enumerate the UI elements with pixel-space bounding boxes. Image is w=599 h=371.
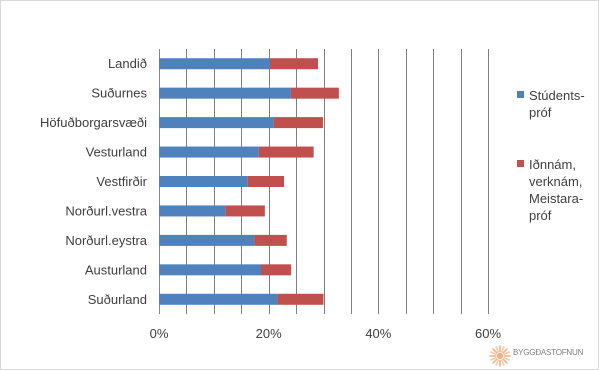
bar-series-1-7 bbox=[159, 264, 261, 276]
bar-series-1-6 bbox=[159, 234, 255, 246]
logo-text: BYGGÐASTOFNUN bbox=[513, 348, 584, 357]
bar-series-2-1 bbox=[290, 87, 339, 99]
x-tick-label: 40% bbox=[365, 326, 391, 341]
bar-series-1-2 bbox=[159, 117, 274, 129]
category-label: Suðurland bbox=[88, 292, 147, 307]
bar-series-2-6 bbox=[254, 234, 287, 246]
x-tick-label: 60% bbox=[475, 326, 501, 341]
bar-series-2-8 bbox=[277, 293, 324, 305]
x-tick-labels: 0% 20% 40% 60% bbox=[150, 326, 502, 341]
legend-label-series-2: Iðnnám, verknám, Meistara- próf bbox=[529, 157, 584, 223]
bars bbox=[159, 58, 339, 305]
x-tick-label: 20% bbox=[256, 326, 282, 341]
category-label: Norðurl.vestra bbox=[65, 203, 147, 218]
bar-series-2-2 bbox=[273, 117, 323, 129]
bar-series-2-0 bbox=[269, 58, 319, 70]
x-tick-label: 0% bbox=[150, 326, 169, 341]
category-label: Vesturland bbox=[86, 145, 147, 160]
bar-series-2-7 bbox=[260, 264, 292, 276]
legend-swatch-series-2 bbox=[517, 160, 524, 167]
sun-logo-icon bbox=[489, 345, 511, 367]
bar-series-1-0 bbox=[159, 58, 270, 70]
bar-series-1-5 bbox=[159, 205, 226, 217]
bar-series-1-4 bbox=[159, 176, 248, 187]
bar-series-2-4 bbox=[247, 176, 285, 187]
category-label: Norðurl.eystra bbox=[65, 233, 147, 248]
category-labels: Landið Suðurnes Höfuðborgarsvæði Vesturland… bbox=[40, 56, 148, 307]
category-label: Suðurnes bbox=[91, 86, 147, 101]
bar-series-1-8 bbox=[159, 293, 278, 305]
bar-series-1-1 bbox=[159, 87, 291, 99]
bar-series-1-3 bbox=[159, 146, 259, 158]
bar-series-2-5 bbox=[225, 205, 265, 217]
category-label: Vestfirðir bbox=[96, 174, 147, 189]
category-label: Austurland bbox=[85, 262, 147, 277]
legend-label-series-1: Stúdents- próf bbox=[529, 88, 585, 120]
legend-swatch-series-1 bbox=[517, 91, 524, 98]
category-label: Höfuðborgarsvæði bbox=[40, 115, 147, 130]
category-label: Landið bbox=[108, 56, 147, 71]
bar-series-2-3 bbox=[258, 146, 314, 158]
